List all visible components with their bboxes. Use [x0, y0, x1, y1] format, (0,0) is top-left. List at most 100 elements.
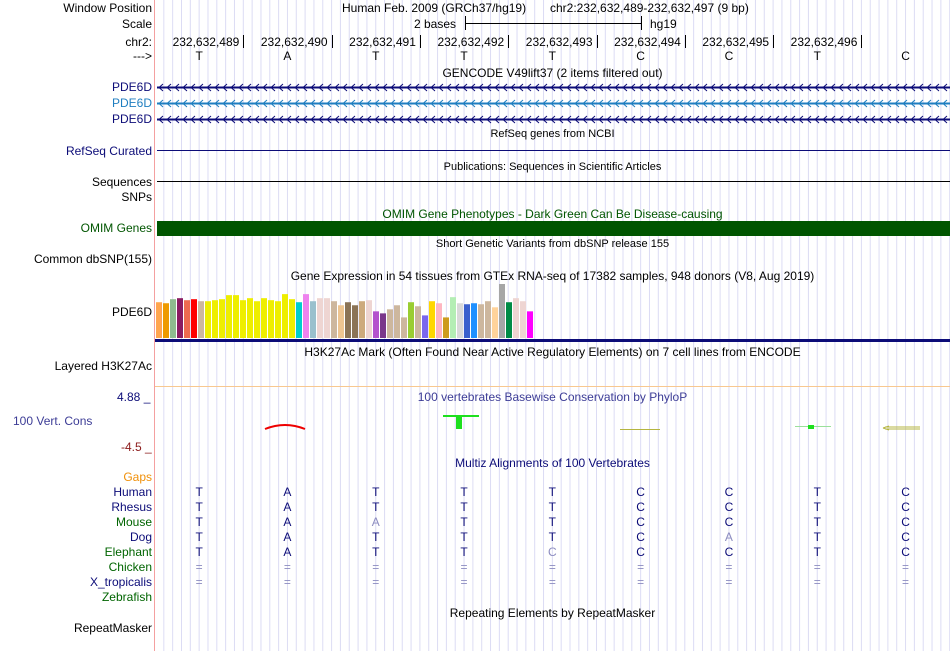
- gtex-bar: [478, 304, 484, 338]
- species-label[interactable]: Mouse: [115, 515, 152, 529]
- phylop-plot[interactable]: [155, 405, 950, 445]
- gencode-item-label[interactable]: PDE6D: [111, 80, 152, 94]
- aligned-base: T: [372, 485, 380, 499]
- gtex-bar: [464, 304, 470, 338]
- phylop-title[interactable]: 100 vertebrates Basewise Conservation by…: [417, 390, 688, 404]
- phylop-label[interactable]: 100 Vert. Cons: [13, 414, 93, 428]
- coordinate-label: 232,632,491: [349, 35, 416, 49]
- gtex-bar: [191, 299, 197, 338]
- repeatmasker-title[interactable]: Repeating Elements by RepeatMasker: [449, 606, 656, 620]
- scale-bar-tick: [641, 16, 642, 30]
- scale-label: Scale: [121, 17, 152, 31]
- aligned-base: C: [901, 545, 910, 559]
- h3k27ac-label[interactable]: Layered H3K27Ac: [54, 359, 152, 373]
- gtex-bar-chart[interactable]: [155, 280, 950, 344]
- coordinate-tick: [684, 35, 686, 48]
- gencode-transcript[interactable]: [157, 82, 950, 93]
- gtex-bar: [415, 306, 421, 338]
- gaps-label[interactable]: Gaps: [123, 470, 152, 484]
- aligned-base: T: [460, 500, 468, 514]
- reference-base: A: [283, 49, 292, 63]
- gtex-bar: [408, 302, 414, 338]
- gtex-bar: [184, 300, 190, 338]
- reference-base: C: [901, 49, 910, 63]
- gtex-bar: [282, 294, 288, 338]
- gtex-bar: [527, 311, 533, 338]
- aligned-base: C: [636, 530, 645, 544]
- aligned-base: =: [372, 575, 380, 589]
- aligned-base: =: [283, 575, 291, 589]
- gtex-bar: [156, 302, 162, 338]
- species-label[interactable]: Human: [113, 485, 152, 499]
- chrom-label: chr2:: [125, 35, 152, 49]
- gencode-item-label[interactable]: PDE6D: [111, 96, 152, 110]
- gencode-transcript[interactable]: [157, 98, 950, 109]
- aligned-base: T: [813, 485, 821, 499]
- phylop-mark: [456, 415, 462, 429]
- gtex-bar: [205, 301, 211, 338]
- aligned-base: A: [283, 545, 292, 559]
- aligned-base: T: [372, 530, 380, 544]
- gtex-bar: [331, 301, 337, 338]
- refseq-feature[interactable]: [157, 150, 950, 151]
- refseq-title[interactable]: RefSeq genes from NCBI: [490, 128, 615, 140]
- publications-label[interactable]: Sequences: [91, 175, 152, 189]
- aligned-base: =: [813, 575, 821, 589]
- aligned-base: C: [724, 515, 734, 529]
- aligned-base: =: [902, 560, 910, 574]
- gtex-bar: [247, 298, 253, 338]
- species-label[interactable]: Dog: [129, 530, 152, 544]
- gencode-title[interactable]: GENCODE V49lift37 (2 items filtered out): [442, 66, 663, 80]
- omim-title[interactable]: OMIM Gene Phenotypes - Dark Green Can Be…: [382, 207, 723, 221]
- gtex-label[interactable]: PDE6D: [111, 305, 152, 319]
- publications-title[interactable]: Publications: Sequences in Scientific Ar…: [443, 161, 662, 173]
- gtex-bar: [233, 295, 239, 338]
- species-label[interactable]: Zebrafish: [101, 590, 152, 604]
- coordinate-tick: [508, 35, 510, 48]
- aligned-base: C: [901, 515, 910, 529]
- gtex-bar: [198, 301, 204, 338]
- species-label[interactable]: Chicken: [108, 560, 152, 574]
- species-label[interactable]: X_tropicalis: [89, 575, 152, 589]
- omim-feature[interactable]: [157, 221, 950, 236]
- repeatmasker-label[interactable]: RepeatMasker: [73, 621, 152, 635]
- reference-base: T: [460, 49, 468, 63]
- strand-arrow-icon: [158, 99, 948, 108]
- phylop-max-label: 4.88 _: [117, 390, 151, 404]
- aligned-base: =: [902, 575, 910, 589]
- dbsnp-label[interactable]: Common dbSNP(155): [33, 252, 152, 266]
- coordinate-label: 232,632,490: [260, 35, 328, 49]
- aligned-base: A: [283, 515, 292, 529]
- coordinate-label: 232,632,494: [614, 35, 681, 49]
- species-label[interactable]: Elephant: [104, 545, 152, 559]
- gtex-bar: [471, 303, 477, 338]
- aligned-base: T: [548, 530, 557, 544]
- dbsnp-title[interactable]: Short Genetic Variants from dbSNP releas…: [435, 238, 670, 250]
- gtex-bar: [177, 298, 183, 338]
- species-label[interactable]: Rhesus: [111, 500, 152, 514]
- aligned-base: T: [460, 545, 468, 559]
- coordinate-tick: [243, 35, 245, 48]
- aligned-base: C: [636, 485, 645, 499]
- gtex-bar: [345, 302, 351, 338]
- gtex-title[interactable]: Gene Expression in 54 tissues from GTEx …: [290, 269, 815, 283]
- multiz-title[interactable]: Multiz Alignments of 100 Vertebrates: [455, 456, 650, 470]
- gtex-bar: [401, 317, 407, 338]
- omim-label[interactable]: OMIM Genes: [80, 221, 152, 235]
- aligned-base: T: [813, 500, 821, 514]
- refseq-label[interactable]: RefSeq Curated: [65, 144, 152, 158]
- strand-arrow-icon: [158, 115, 948, 124]
- phylop-mark: [808, 425, 814, 429]
- phylop-mark: [264, 424, 306, 430]
- gtex-bar: [275, 301, 281, 338]
- aligned-base: C: [724, 500, 734, 514]
- scale-text: 2 bases: [414, 17, 457, 31]
- h3k27ac-title[interactable]: H3K27Ac Mark (Often Found Near Active Re…: [304, 345, 801, 359]
- phylop-mark: [882, 425, 920, 431]
- gencode-transcript[interactable]: [157, 114, 950, 125]
- aligned-base: C: [901, 500, 910, 514]
- publications-feature[interactable]: [157, 181, 950, 182]
- gencode-item-label[interactable]: PDE6D: [111, 112, 152, 126]
- snps-label[interactable]: SNPs: [121, 190, 152, 204]
